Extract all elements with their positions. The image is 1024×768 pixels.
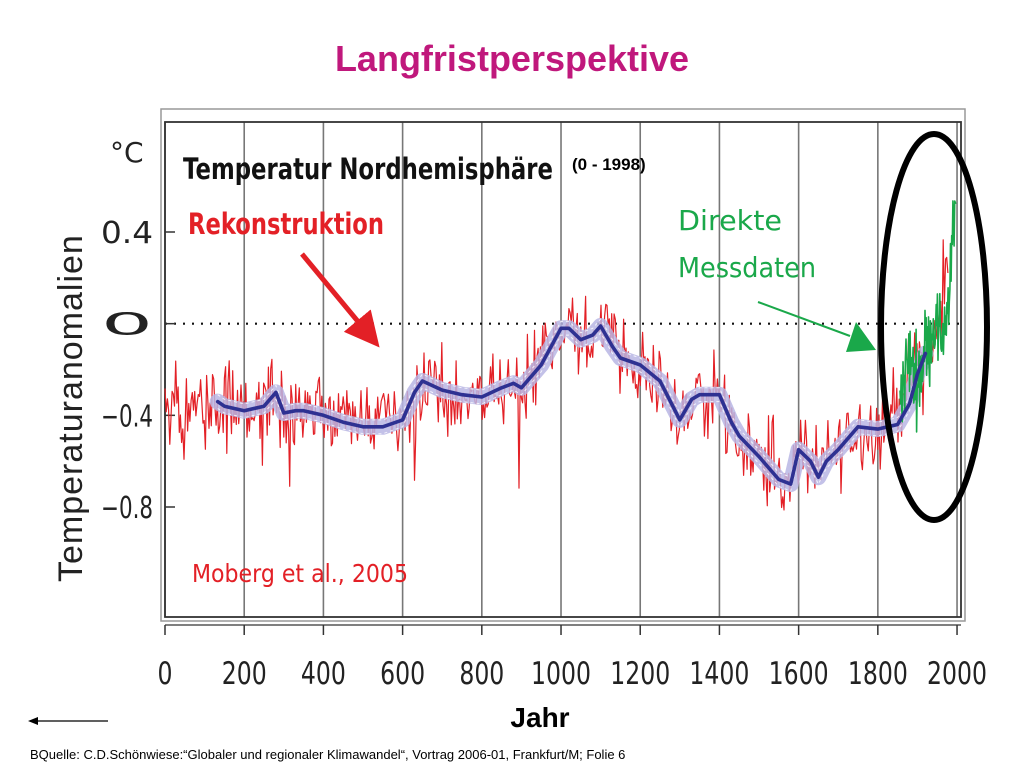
series-layer <box>164 200 957 511</box>
x-tick-label: 200 <box>222 656 267 692</box>
x-tick-label: 800 <box>459 656 504 692</box>
x-tick-label: 0 <box>158 656 173 692</box>
red-arrow <box>300 252 380 348</box>
x-tick-label: 1800 <box>848 656 908 692</box>
x-tick-label: 1000 <box>531 656 591 692</box>
band-edge-upper <box>217 318 926 478</box>
grid <box>164 122 958 617</box>
slide-title: Langfristperspektive <box>334 38 690 79</box>
series-direkte-messdaten <box>899 200 957 433</box>
chart-title: Temperatur Nordhemisphäre <box>183 152 553 186</box>
x-tick-label: 1200 <box>610 656 670 692</box>
green-arrow-shaft <box>757 301 851 337</box>
highlight-ellipse <box>878 131 990 523</box>
x-axis-ticks: 0 200 400 600 800 1000 1200 1400 1600 1800 2000 <box>158 624 987 692</box>
annotation-direkte: Direkte <box>678 204 782 237</box>
y-tick-label: 0 <box>101 308 153 343</box>
y-axis-label: Temperaturanomalien <box>52 234 90 582</box>
back-arrow-icon[interactable] <box>28 717 38 725</box>
x-tick-label: 600 <box>380 656 425 692</box>
plot-frame <box>160 108 966 622</box>
annotation-rekonstruktion: Rekonstruktion <box>188 207 384 241</box>
x-tick-label: 1400 <box>689 656 749 692</box>
x-tick-label: 2000 <box>927 656 987 692</box>
x-axis-label: Jahr <box>510 702 570 733</box>
plot-outer-border <box>160 108 966 622</box>
y-tick-label: 0.4 <box>101 216 153 251</box>
x-tick-label: 1600 <box>769 656 829 692</box>
band-edge-lower <box>217 331 926 492</box>
y-unit-label: °C <box>110 136 144 169</box>
y-tick-label: −0.8 <box>101 491 153 526</box>
annotation-moberg: Moberg et al., 2005 <box>192 559 408 588</box>
x-tick-label: 400 <box>301 656 346 692</box>
plot-border <box>164 121 962 618</box>
source-note: BQuelle: C.D.Schönwiese:“Globaler und re… <box>30 747 626 762</box>
y-tick-label: −0.4 <box>101 399 153 434</box>
green-arrow-head <box>846 322 876 352</box>
y-axis-ticks: 0.4 0 −0.4 −0.8 <box>101 216 175 526</box>
chart-subtitle: (0 - 1998) <box>572 155 646 174</box>
annotation-messdaten: Messdaten <box>678 251 816 284</box>
series-smoothed <box>215 324 928 486</box>
